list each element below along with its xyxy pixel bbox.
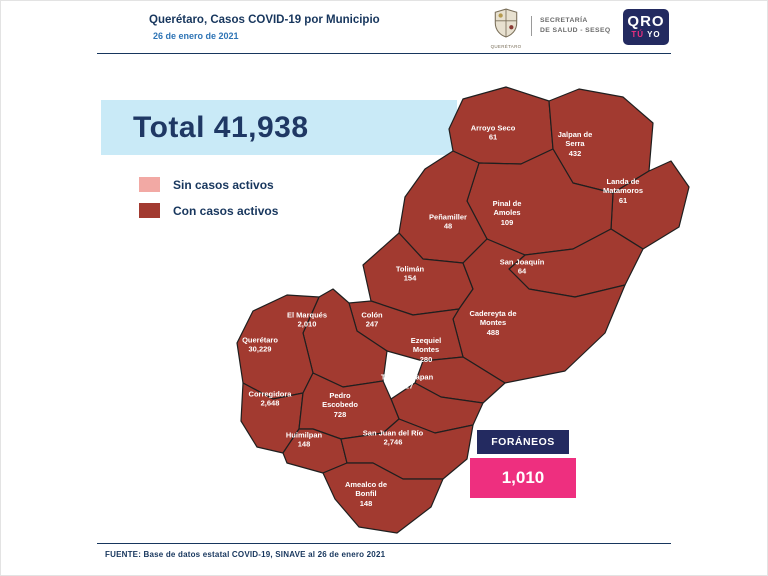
municipality-label-toliman: Tolimán 154: [395, 264, 425, 283]
shield-icon: [494, 8, 518, 38]
municipality-label-colon: Colón 247: [361, 310, 383, 329]
legend-item-con-casos: Con casos activos: [139, 203, 278, 218]
municipality-label-pedro-escobedo: Pedro Escobedo 728: [322, 390, 358, 419]
municipality-label-tequisquiapan: Tequisquiapan 327: [380, 372, 434, 391]
header-divider: [97, 53, 671, 54]
secretaria-line1: SECRETARÍA: [540, 17, 588, 24]
qro-tu-yo-logo: QRO TÚ YO: [623, 9, 669, 45]
legend-swatch-red: [139, 203, 160, 218]
queretaro-coat-of-arms: QUERÉTARO: [490, 8, 522, 49]
qro-logo-yo: YO: [647, 30, 661, 39]
foraneos-title: FORÁNEOS: [477, 430, 569, 454]
municipality-label-arroyo-seco: Arroyo Seco 61: [470, 123, 516, 142]
municipality-label-el-marques: El Marqués 2,010: [286, 310, 327, 329]
footer-divider: [97, 543, 671, 544]
legend-item-sin-casos: Sin casos activos: [139, 177, 278, 192]
foraneos-value: 1,010: [470, 458, 576, 498]
shield-caption: QUERÉTARO: [490, 44, 522, 49]
secretaria-line2: DE SALUD - SESEQ: [540, 26, 611, 34]
legend-label: Sin casos activos: [173, 177, 274, 192]
municipality-label-cadereyta-de-montes: Cadereyta de Montes 488: [469, 308, 517, 337]
municipality-label-penamiller: Peñamiller 48: [429, 212, 467, 231]
secretaria-text: SECRETARÍA DE SALUD - SESEQ: [531, 16, 611, 36]
municipality-shape-cadereyta-de-montes: [452, 238, 626, 384]
legend-swatch-pink: [139, 177, 160, 192]
qro-logo-text: QRO: [627, 13, 665, 30]
legend: Sin casos activos Con casos activos: [139, 177, 278, 229]
municipality-label-corregidora: Corregidora 2,648: [248, 389, 292, 408]
municipality-label-huimilpan: Huimilpan 148: [285, 430, 323, 449]
total-banner: Total 41,938: [101, 100, 457, 155]
page-title: Querétaro, Casos COVID-19 por Municipio: [149, 14, 380, 26]
qro-logo-tu: TÚ: [631, 30, 645, 39]
municipality-label-ezequiel-montes: Ezequiel Montes 280: [410, 335, 442, 364]
source-note: FUENTE: Base de datos estatal COVID-19, …: [105, 550, 386, 559]
municipality-label-san-joaquin: San Joaquín 64: [499, 257, 545, 276]
total-value: 41,938: [213, 110, 309, 144]
municipality-label-pinal-de-amoles: Pinal de Amoles 109: [492, 198, 522, 227]
municipality-label-amealco-de-bonfil: Amealco de Bonfil 148: [344, 479, 388, 508]
municipality-label-jalpan-de-serra: Jalpan de Serra 432: [557, 129, 593, 158]
municipality-shape-amealco-de-bonfil: [322, 462, 444, 534]
municipality-label-queretaro: Querétaro 30,229: [242, 335, 278, 354]
total-label: Total: [133, 110, 205, 144]
legend-label: Con casos activos: [173, 203, 279, 218]
municipality-label-san-juan-del-rio: San Juan del Río 2,746: [362, 428, 424, 447]
page-date: 26 de enero de 2021: [153, 31, 239, 41]
municipality-label-landa-de-matamoros: Landa de Matamoros 61: [602, 176, 643, 205]
